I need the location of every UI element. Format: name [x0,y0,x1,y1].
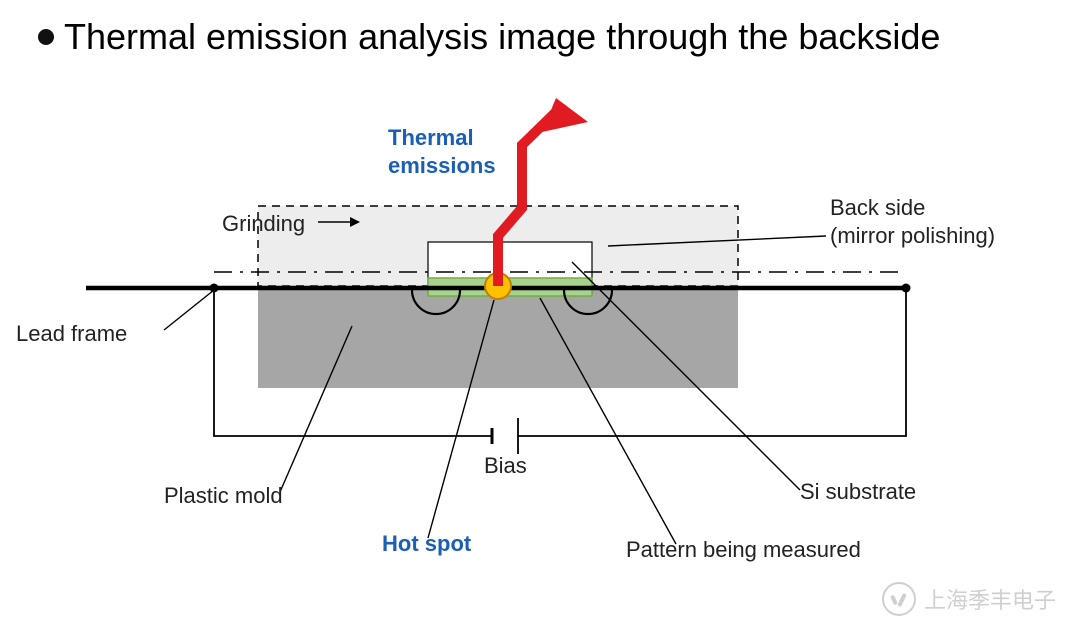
grinding-label: Grinding [222,210,305,238]
si-substrate-label: Si substrate [800,478,916,506]
hot-spot-label: Hot spot [382,530,471,558]
lead-frame-label: Lead frame [16,320,127,348]
pattern-label: Pattern being measured [626,536,861,564]
watermark: 上海季丰电子 [882,582,1056,616]
watermark-icon [882,582,916,616]
thermal-emissions-label: Thermal emissions [388,124,496,179]
bias-label: Bias [484,452,527,480]
plastic-mold-label: Plastic mold [164,482,283,510]
thermal-diagram [0,0,1080,634]
callout-line [164,290,214,330]
watermark-text: 上海季丰电子 [924,583,1056,615]
plastic-mold-region [258,288,738,388]
backside-label: Back side (mirror polishing) [830,194,995,249]
